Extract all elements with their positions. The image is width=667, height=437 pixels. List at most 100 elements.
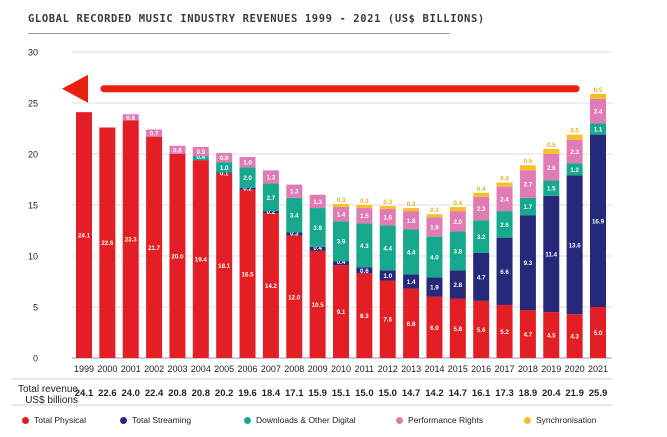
data-label: 18.1 [218,263,231,270]
data-label: 23.3 [125,237,138,244]
data-label: 1.7 [524,204,533,211]
data-label: 5.0 [594,330,603,337]
bar-segment [262,211,279,214]
bar-segment [146,136,163,358]
bar-segment [216,173,233,358]
bar-segment [426,217,443,237]
x-tick-label: 2007 [261,364,281,374]
bar-segment [473,192,490,197]
bar-segment [356,267,373,274]
total-value: 20.8 [168,388,187,399]
data-label: 0.7 [150,131,159,138]
legend-dot-icon [120,416,127,424]
data-label: 4.3 [360,243,369,250]
data-label: 0.4 [477,186,486,193]
y-axis-ticks: 0 5 10 15 20 25 30 [28,48,38,364]
data-label: 5.2 [500,329,509,336]
data-label: 1.3 [313,199,322,206]
bar-segment [519,310,536,358]
data-label: 0.5 [524,158,533,165]
data-label: 1.5 [360,213,369,220]
x-tick-label: 2005 [214,364,234,374]
bar-segment [473,220,490,253]
data-label: 4.0 [430,255,439,262]
bar-segment [403,208,420,212]
legend-dot-icon [524,416,531,424]
data-label: 2.6 [500,222,509,229]
legend-item: Total Physical [22,415,120,425]
data-label: 24.1 [78,233,91,240]
totals-label-line1: Total revenue [17,384,78,395]
data-label: 8.3 [360,313,369,320]
data-label: 0.4 [197,154,206,161]
bar-segment [449,207,466,212]
data-label: 3.8 [313,225,322,232]
bar-segment [590,98,606,124]
legend-dot-icon [22,416,29,424]
x-tick-label: 2011 [355,364,374,374]
bar-segment [379,270,396,281]
total-value: 15.1 [332,388,351,399]
x-tick-label: 2020 [565,364,585,374]
data-label: 2.7 [524,182,533,189]
bar-segment [519,170,536,198]
data-label: 4.4 [407,249,416,256]
bar-segment [76,112,92,359]
bar-segment [379,280,396,358]
bar-segment [262,183,279,212]
bar-segment [333,207,349,222]
bar-segment [543,312,560,358]
data-label: 9.3 [524,260,533,267]
x-tick-label: 2015 [448,364,468,374]
legend-label: Total Physical [34,415,86,425]
x-tick-label: 2006 [238,364,258,374]
data-label: 5.6 [477,327,486,334]
y-tick-label: 15 [28,201,38,211]
data-label: 1.4 [337,212,346,219]
bar-segment [333,203,349,208]
bar-segment [169,145,186,154]
data-label: 1.9 [430,224,439,231]
data-label: 0.4 [313,245,322,252]
total-value: 15.0 [378,388,397,399]
y-tick-label: 10 [28,252,38,262]
data-label: 1.5 [547,186,556,193]
legend: Total Physical Total Streaming Downloads &… [22,415,634,425]
legend-item: Performance Rights [396,415,524,425]
bar-segment [449,231,466,271]
bar-segment [192,156,209,161]
bar-segment [449,211,466,232]
total-value: 14.7 [449,388,468,399]
bar-segment [449,298,466,358]
data-label: 4.5 [547,333,556,340]
bar-segment [379,209,396,226]
data-label: 10.5 [312,302,325,309]
x-tick-label: 2001 [121,364,141,374]
bar-segment [356,273,373,358]
x-tick-label: 2013 [401,364,421,374]
legend-item: Synchronisation [524,415,634,425]
bar-segment [566,134,583,140]
data-label: 6.6 [500,269,509,276]
data-label: 1.6 [383,215,392,222]
bar-segment [286,235,303,358]
bar-segment [356,208,373,224]
legend-dot-icon [396,416,403,424]
total-value: 15.0 [355,388,374,399]
x-tick-label: 2014 [424,364,444,374]
data-label: 1.4 [407,279,416,286]
bar-segment [356,223,373,268]
data-label: 2.4 [594,109,603,116]
bar-segment [543,148,560,154]
bar-segment [403,288,420,358]
data-label: 1.0 [220,165,229,172]
bar-segment [473,252,490,301]
bar-segment [379,225,396,271]
bar-segment [99,127,116,358]
bar-segment [146,129,163,137]
legend-item: Downloads & Other Digital [244,415,396,425]
title-divider [28,33,450,34]
data-label: 3.2 [477,234,486,241]
bar-segment [473,196,490,221]
data-label: 0.3 [407,201,416,208]
